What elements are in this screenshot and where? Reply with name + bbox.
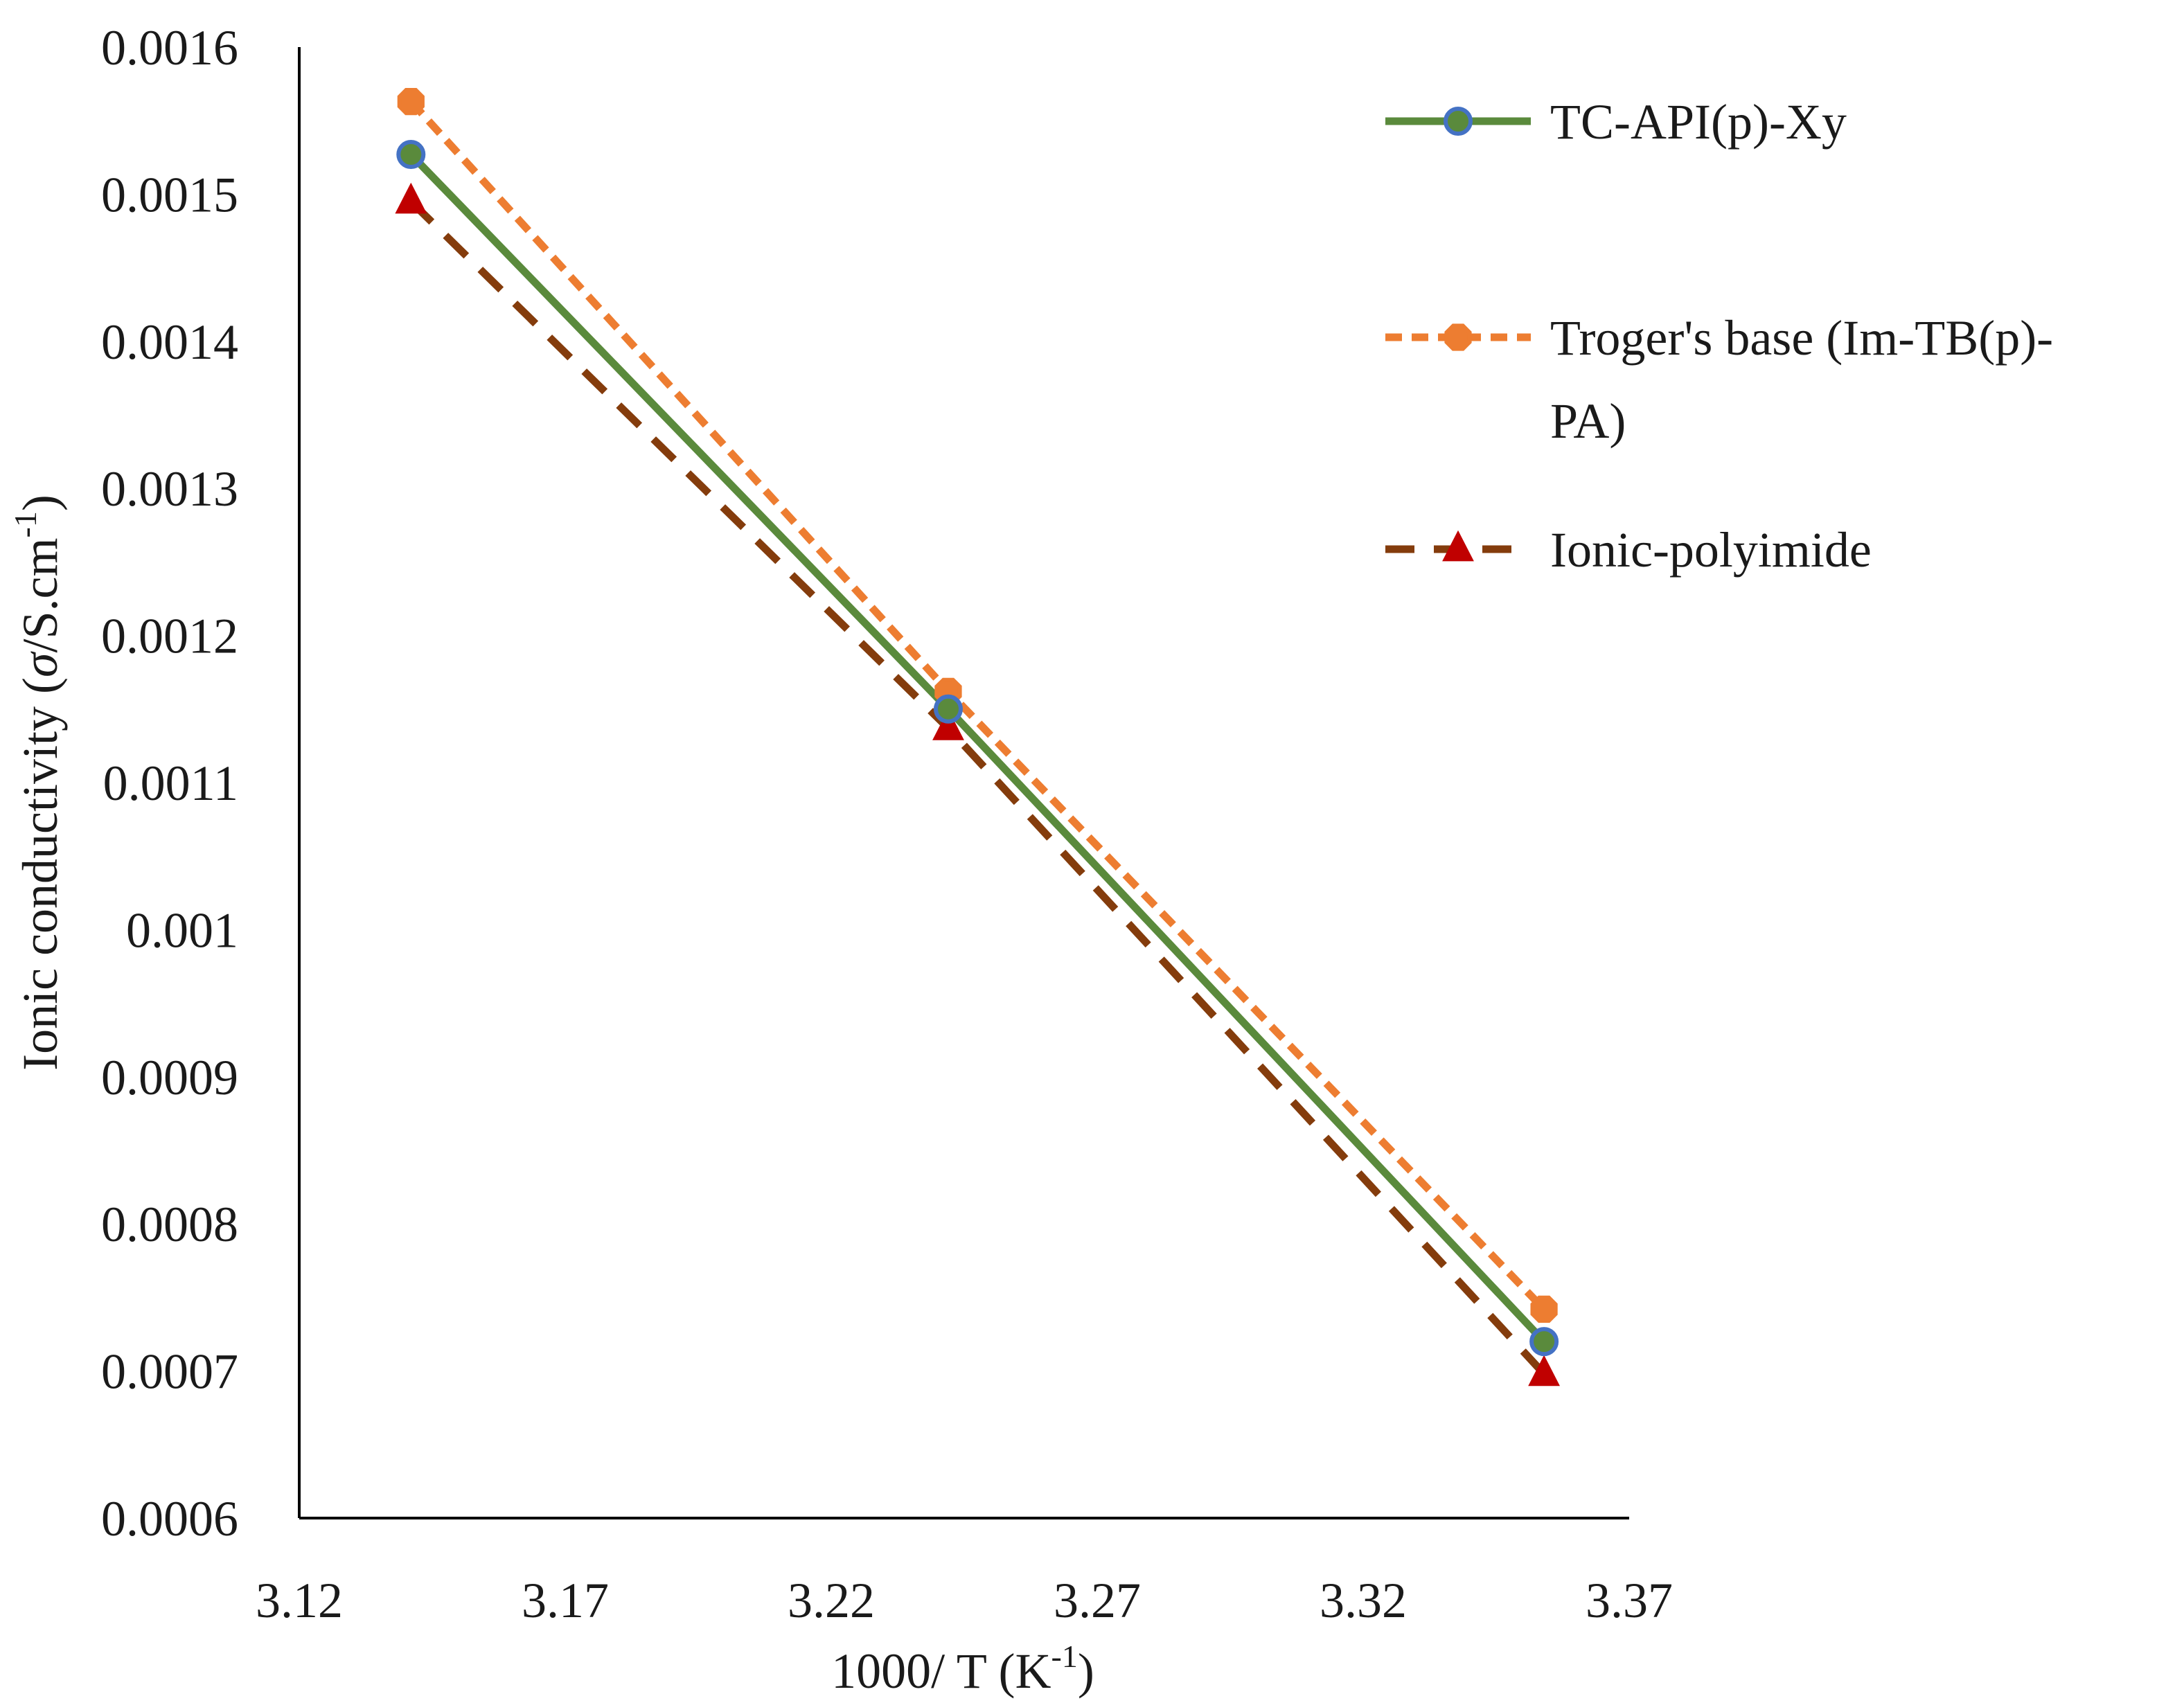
x-tick-label: 3.27 (1054, 1573, 1141, 1628)
y-tick-label: 0.0016 (101, 20, 238, 75)
y-tick-label: 0.0011 (103, 756, 238, 811)
y-tick-label: 0.0012 (101, 609, 238, 664)
plot-series (395, 88, 1561, 1387)
data-point-marker (396, 140, 426, 170)
y-axis-title: Ionic conductivity (σ/S.cm-1) (8, 494, 68, 1071)
y-tick-label: 0.001 (126, 902, 238, 958)
data-point-marker (932, 709, 964, 740)
series-line (408, 199, 1547, 1377)
data-point-marker (395, 182, 427, 214)
data-point-marker (1529, 1327, 1559, 1357)
series-line (408, 98, 1547, 1312)
data-point-marker (397, 88, 425, 116)
legend-label: Troger's base (Im-TB(p)- (1550, 310, 2053, 366)
legend-label: Ionic-polyimide (1550, 522, 1872, 578)
legend-marker (1444, 323, 1472, 351)
data-point-marker (1528, 1355, 1561, 1387)
y-tick-label: 0.0006 (101, 1491, 238, 1546)
data-point-marker (933, 694, 963, 724)
y-tick-label: 0.0015 (101, 167, 238, 222)
data-point-marker (1530, 1295, 1558, 1323)
legend: TC-API(p)-Xy Troger's base (Im-TB(p)- PA) I… (1385, 94, 2053, 578)
legend-label: TC-API(p)-Xy (1550, 94, 1847, 150)
legend-marker (1442, 530, 1474, 562)
y-tick-label: 0.0013 (101, 461, 238, 517)
x-tick-label: 3.32 (1320, 1573, 1407, 1628)
y-tick-label: 0.0009 (101, 1050, 238, 1105)
x-tick-label: 3.37 (1586, 1573, 1673, 1628)
x-tick-labels: 3.12 3.17 3.22 3.27 3.32 3.37 (256, 1573, 1673, 1628)
y-tick-labels: 0.0006 0.0007 0.0008 0.0009 0.001 0.0011 0.001… (101, 20, 238, 1546)
x-tick-label: 3.17 (522, 1573, 609, 1628)
x-tick-label: 3.12 (256, 1573, 343, 1628)
legend-marker (1444, 107, 1473, 136)
axes (298, 47, 1629, 1519)
y-tick-label: 0.0014 (101, 314, 238, 370)
series-line (408, 152, 1547, 1344)
y-tick-label: 0.0007 (101, 1344, 238, 1400)
x-tick-label: 3.22 (788, 1573, 875, 1628)
legend-label: PA) (1550, 393, 1626, 449)
y-tick-label: 0.0008 (101, 1197, 238, 1252)
x-axis-title: 1000/ T (K-1) (831, 1639, 1094, 1699)
